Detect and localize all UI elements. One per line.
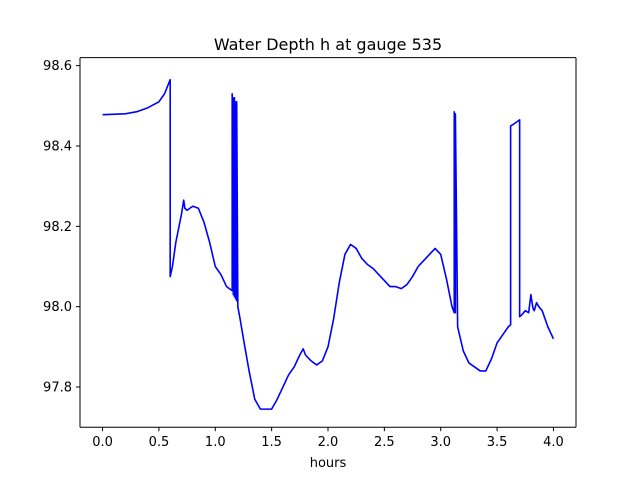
series-line-0 — [102, 78, 555, 410]
x-tick-label: 1.0 — [205, 435, 226, 450]
x-tick-label: 4.0 — [543, 435, 564, 450]
y-tick-label: 98.2 — [43, 220, 72, 235]
x-tick-label: 0.0 — [92, 435, 113, 450]
y-tick-label: 98.4 — [43, 139, 72, 154]
chart-title: Water Depth h at gauge 535 — [214, 35, 442, 54]
x-tick-label: 3.0 — [430, 435, 451, 450]
x-tick-label: 3.5 — [487, 435, 508, 450]
x-tick-label: 2.0 — [318, 435, 339, 450]
y-tick-label: 98.6 — [43, 59, 72, 74]
x-tick-label: 1.5 — [261, 435, 282, 450]
plot-area: 0.0 0.5 1.0 1.5 2.0 2.5 3.0 3.5 4.0 97.8 98.0 98.2 9… — [43, 57, 577, 450]
x-tick-label: 0.5 — [149, 435, 170, 450]
y-tick-label: 98.0 — [43, 300, 72, 315]
x-tick-label: 2.5 — [374, 435, 395, 450]
x-axis-label: hours — [310, 456, 347, 471]
y-tick-label: 97.8 — [43, 381, 72, 396]
